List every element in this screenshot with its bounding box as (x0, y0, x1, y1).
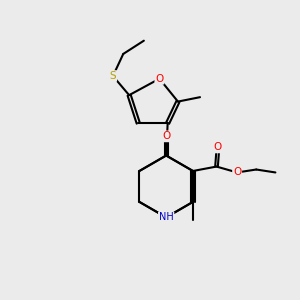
Text: O: O (162, 131, 170, 141)
Text: NH: NH (159, 212, 174, 222)
Text: O: O (155, 74, 164, 84)
Text: S: S (110, 71, 116, 81)
Text: O: O (214, 142, 222, 152)
Text: O: O (233, 167, 241, 178)
